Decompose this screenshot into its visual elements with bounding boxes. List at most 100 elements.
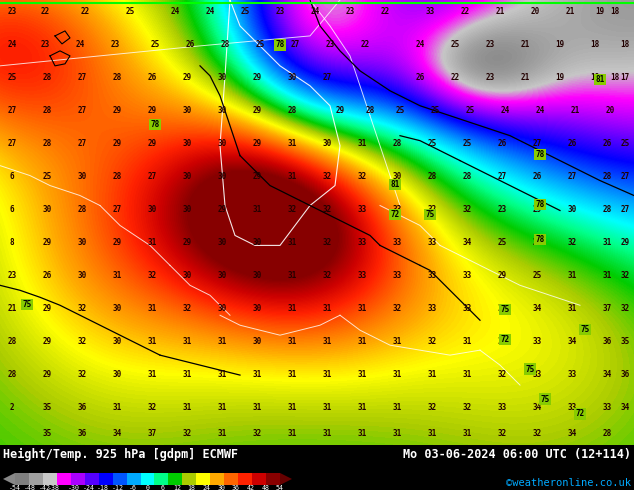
Text: 32: 32 <box>462 205 472 214</box>
Text: 31: 31 <box>183 337 191 345</box>
Text: 18: 18 <box>590 74 600 82</box>
Text: 31: 31 <box>427 369 437 379</box>
Text: 25: 25 <box>126 7 134 17</box>
Text: 33: 33 <box>392 205 401 214</box>
Text: 32: 32 <box>358 172 366 181</box>
Text: 25: 25 <box>533 271 541 280</box>
Text: 81: 81 <box>595 75 605 84</box>
Text: 24: 24 <box>311 7 320 17</box>
Text: 31: 31 <box>287 139 297 148</box>
Bar <box>183 473 197 485</box>
Text: 29: 29 <box>252 172 262 181</box>
Text: 78: 78 <box>275 40 285 49</box>
Text: 29: 29 <box>112 139 122 148</box>
Text: 30: 30 <box>183 271 191 280</box>
Text: 34: 34 <box>462 238 472 247</box>
Text: 31: 31 <box>287 172 297 181</box>
Text: 28: 28 <box>112 172 122 181</box>
Text: 22: 22 <box>380 7 390 17</box>
Text: 32: 32 <box>498 429 507 439</box>
Text: 26: 26 <box>602 139 612 148</box>
Text: 27: 27 <box>533 139 541 148</box>
Text: 78: 78 <box>535 235 545 244</box>
Text: 33: 33 <box>498 402 507 412</box>
Text: 21: 21 <box>521 74 529 82</box>
Text: 31: 31 <box>322 337 332 345</box>
Text: 25: 25 <box>621 139 630 148</box>
Text: 28: 28 <box>602 205 612 214</box>
Text: 36: 36 <box>621 369 630 379</box>
Text: 33: 33 <box>392 271 401 280</box>
Text: 21: 21 <box>495 7 505 17</box>
Text: 31: 31 <box>392 337 401 345</box>
Text: 31: 31 <box>567 304 577 313</box>
Text: 31: 31 <box>462 337 472 345</box>
Text: 31: 31 <box>183 402 191 412</box>
Bar <box>197 473 210 485</box>
Text: 32: 32 <box>147 402 157 412</box>
Text: 24: 24 <box>8 40 16 49</box>
Text: 32: 32 <box>498 369 507 379</box>
Text: 27: 27 <box>567 172 577 181</box>
Text: 28: 28 <box>42 74 51 82</box>
Text: 30: 30 <box>252 337 262 345</box>
Text: 35: 35 <box>42 429 51 439</box>
Text: 25: 25 <box>396 106 404 115</box>
Text: 31: 31 <box>358 139 366 148</box>
Text: 21: 21 <box>571 106 579 115</box>
Text: 27: 27 <box>77 106 87 115</box>
Polygon shape <box>3 473 15 485</box>
Text: 31: 31 <box>322 304 332 313</box>
Text: 26: 26 <box>185 40 195 49</box>
Text: 25: 25 <box>42 172 51 181</box>
Text: 30: 30 <box>217 139 226 148</box>
Text: 31: 31 <box>602 238 612 247</box>
Text: Height/Temp. 925 hPa [gdpm] ECMWF: Height/Temp. 925 hPa [gdpm] ECMWF <box>3 448 238 461</box>
Text: 31: 31 <box>252 205 262 214</box>
Text: 32: 32 <box>183 429 191 439</box>
Bar <box>252 473 266 485</box>
Text: 22: 22 <box>450 74 460 82</box>
Text: 78: 78 <box>150 120 160 129</box>
Text: 24: 24 <box>415 40 425 49</box>
Bar <box>43 473 57 485</box>
Text: 33: 33 <box>498 304 507 313</box>
Text: 33: 33 <box>427 271 437 280</box>
Text: 33: 33 <box>427 304 437 313</box>
Text: 27: 27 <box>8 106 16 115</box>
Text: 31: 31 <box>462 369 472 379</box>
Text: 33: 33 <box>358 205 366 214</box>
Text: 25: 25 <box>465 106 475 115</box>
Text: 23: 23 <box>8 271 16 280</box>
Bar <box>15 473 29 485</box>
Text: 24: 24 <box>202 486 210 490</box>
Text: 34: 34 <box>567 429 577 439</box>
Text: 30: 30 <box>217 74 226 82</box>
Text: 32: 32 <box>322 271 332 280</box>
Text: 75: 75 <box>425 210 435 219</box>
Text: 33: 33 <box>462 304 472 313</box>
Text: 31: 31 <box>287 337 297 345</box>
Text: 33: 33 <box>602 402 612 412</box>
Text: 28: 28 <box>42 106 51 115</box>
Text: 34: 34 <box>602 369 612 379</box>
Text: 78: 78 <box>535 200 545 209</box>
Text: 72: 72 <box>500 335 510 343</box>
Text: 32: 32 <box>621 271 630 280</box>
Text: 24: 24 <box>171 7 179 17</box>
Text: 29: 29 <box>42 337 51 345</box>
Text: 30: 30 <box>183 205 191 214</box>
Text: 48: 48 <box>261 486 269 490</box>
Text: 34: 34 <box>621 402 630 412</box>
Text: 32: 32 <box>77 369 87 379</box>
Text: 27: 27 <box>8 139 16 148</box>
Text: 75: 75 <box>580 325 590 334</box>
Text: 19: 19 <box>595 7 605 17</box>
Text: 33: 33 <box>358 238 366 247</box>
Text: 29: 29 <box>252 139 262 148</box>
Text: 25: 25 <box>498 238 507 247</box>
Text: 33: 33 <box>425 7 435 17</box>
Text: 30: 30 <box>147 205 157 214</box>
Text: 32: 32 <box>322 205 332 214</box>
Text: 31: 31 <box>322 402 332 412</box>
